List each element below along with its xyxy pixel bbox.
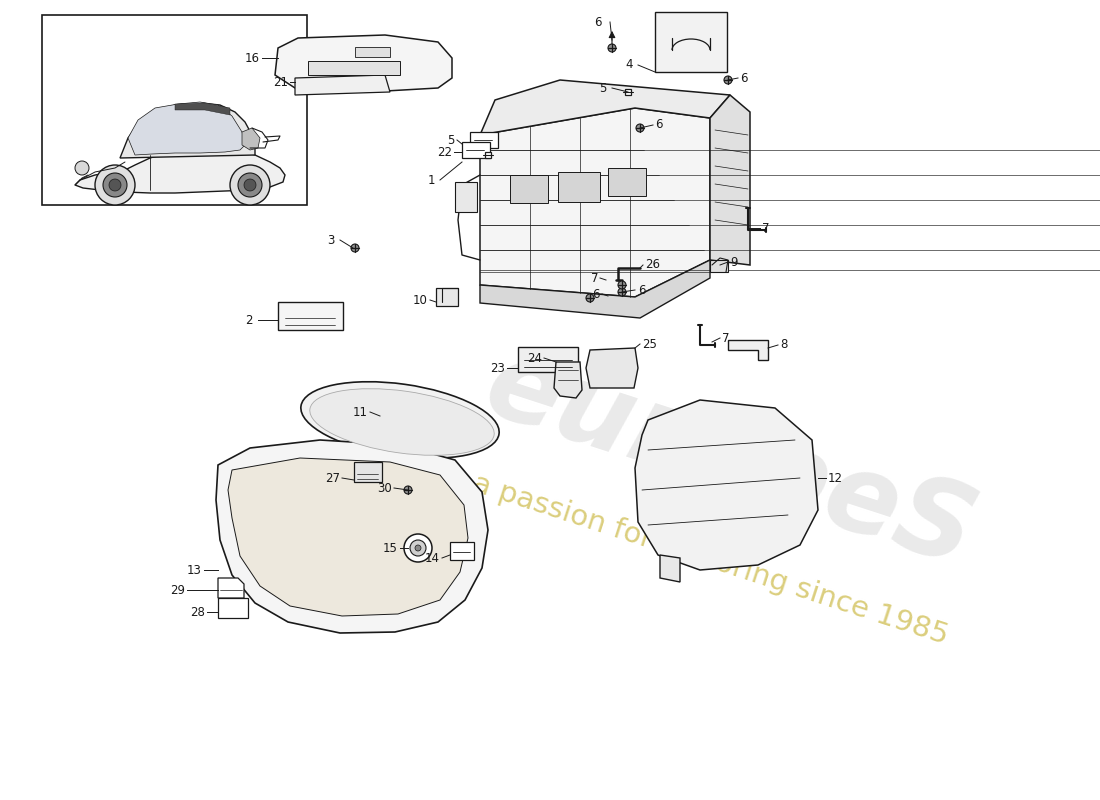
Text: 5: 5 (448, 134, 455, 146)
Polygon shape (554, 362, 582, 398)
Circle shape (75, 161, 89, 175)
Text: 6: 6 (654, 118, 662, 131)
Circle shape (724, 76, 732, 84)
Text: 23: 23 (491, 362, 505, 374)
Circle shape (230, 165, 270, 205)
Polygon shape (480, 260, 710, 318)
Bar (218, 598, 248, 618)
Circle shape (410, 540, 426, 556)
Polygon shape (480, 108, 710, 297)
Bar (608, 168, 646, 196)
Polygon shape (710, 95, 750, 265)
Polygon shape (242, 128, 260, 150)
Polygon shape (660, 555, 680, 582)
Bar (558, 172, 600, 202)
Text: 25: 25 (642, 338, 657, 350)
Text: 9: 9 (730, 255, 737, 269)
Bar (354, 462, 382, 482)
Text: 24: 24 (527, 351, 542, 365)
Text: 6: 6 (593, 287, 600, 301)
Polygon shape (228, 458, 468, 616)
Polygon shape (586, 348, 638, 388)
Circle shape (618, 281, 626, 289)
Text: 26: 26 (645, 258, 660, 271)
Polygon shape (175, 103, 230, 115)
Circle shape (404, 486, 412, 494)
Polygon shape (728, 340, 768, 360)
Bar (436, 288, 458, 306)
Text: 1: 1 (428, 174, 435, 186)
Circle shape (103, 173, 127, 197)
Text: 11: 11 (353, 406, 369, 418)
Text: 30: 30 (377, 482, 392, 494)
Polygon shape (216, 440, 488, 633)
Bar (278, 302, 343, 330)
Text: a passion for motoring since 1985: a passion for motoring since 1985 (469, 470, 952, 650)
Text: 29: 29 (170, 583, 185, 597)
Bar (518, 347, 578, 372)
Polygon shape (635, 400, 818, 570)
Circle shape (404, 534, 432, 562)
Ellipse shape (310, 389, 494, 455)
Bar (450, 542, 474, 560)
Circle shape (95, 165, 135, 205)
Text: 2: 2 (245, 314, 253, 326)
Text: 4: 4 (626, 58, 632, 71)
Text: 13: 13 (187, 563, 202, 577)
Polygon shape (120, 103, 255, 158)
Circle shape (586, 294, 594, 302)
Ellipse shape (300, 382, 499, 458)
Polygon shape (218, 578, 244, 598)
Circle shape (109, 179, 121, 191)
Text: 12: 12 (828, 471, 843, 485)
Bar (462, 142, 490, 158)
Text: europeS: europeS (472, 331, 988, 589)
Circle shape (238, 173, 262, 197)
Polygon shape (480, 80, 730, 135)
Text: 22: 22 (437, 146, 452, 158)
Text: 7: 7 (762, 222, 770, 234)
Text: 28: 28 (190, 606, 205, 618)
Text: 8: 8 (780, 338, 788, 351)
Circle shape (244, 179, 256, 191)
Text: 14: 14 (425, 551, 440, 565)
Bar (654, 12, 727, 72)
Bar (455, 182, 477, 212)
Text: 6: 6 (740, 71, 748, 85)
Polygon shape (75, 148, 285, 193)
Circle shape (351, 244, 359, 252)
Bar (355, 47, 390, 57)
Polygon shape (128, 102, 245, 155)
Text: 27: 27 (324, 471, 340, 485)
Circle shape (415, 545, 421, 551)
Circle shape (636, 124, 644, 132)
Text: 6: 6 (594, 15, 602, 29)
Bar (42, 15, 307, 205)
Text: 7: 7 (591, 271, 598, 285)
Polygon shape (275, 35, 452, 92)
Text: 5: 5 (600, 82, 607, 94)
Text: 21: 21 (273, 75, 288, 89)
Text: 7: 7 (722, 331, 729, 345)
Text: 15: 15 (383, 542, 398, 554)
Bar (308, 61, 400, 75)
Text: 6: 6 (638, 283, 646, 297)
Text: 3: 3 (328, 234, 336, 246)
Bar (710, 260, 728, 272)
Bar (470, 132, 498, 148)
Bar (510, 175, 548, 203)
Text: 16: 16 (245, 51, 260, 65)
Polygon shape (295, 75, 390, 95)
Text: 10: 10 (414, 294, 428, 306)
Circle shape (618, 288, 626, 296)
Circle shape (608, 44, 616, 52)
